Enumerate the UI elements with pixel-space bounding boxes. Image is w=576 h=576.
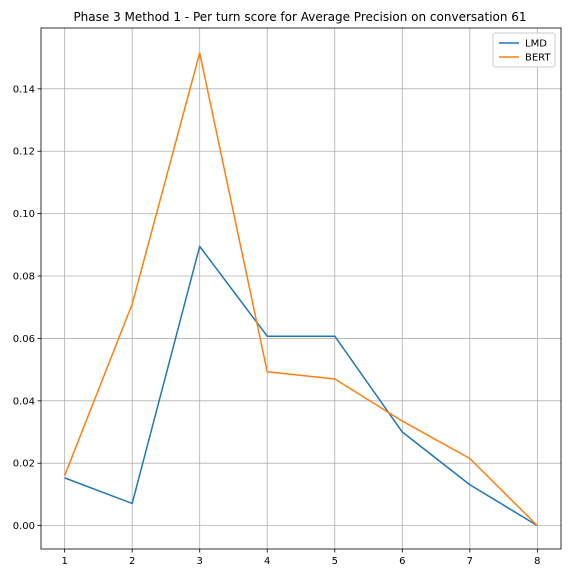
axis-ticks: 1 2 3 4 5 6 7 8 0.00 0.02 0.04 0.06 0.08 0.10 0.12 0.14 bbox=[13, 84, 541, 567]
grid bbox=[41, 28, 561, 549]
series-line-bert bbox=[63, 52, 538, 527]
axes-frame bbox=[40, 27, 562, 550]
y-tick-label: 0.06 bbox=[13, 334, 35, 345]
legend-box bbox=[492, 32, 556, 68]
x-tick-label: 5 bbox=[332, 556, 338, 567]
legend-label-lmd: LMD bbox=[525, 39, 547, 50]
series-line-lmd bbox=[64, 245, 538, 527]
x-tick-label: 6 bbox=[399, 556, 405, 567]
legend-label-bert: BERT bbox=[525, 53, 551, 64]
y-tick-label: 0.12 bbox=[13, 147, 35, 158]
y-tick-label: 0.14 bbox=[13, 84, 35, 95]
chart-title: Phase 3 Method 1 - Per turn score for Av… bbox=[73, 10, 526, 24]
legend: LMD BERT bbox=[492, 32, 556, 68]
x-tick-label: 8 bbox=[534, 556, 540, 567]
series-lines bbox=[63, 52, 538, 527]
x-tick-label: 4 bbox=[264, 556, 270, 567]
x-tick-label: 7 bbox=[467, 556, 473, 567]
y-tick-label: 0.02 bbox=[13, 459, 35, 470]
x-tick-label: 1 bbox=[61, 556, 67, 567]
x-tick-label: 2 bbox=[129, 556, 135, 567]
x-tick-label: 3 bbox=[197, 556, 203, 567]
y-tick-label: 0.10 bbox=[13, 209, 35, 220]
y-tick-label: 0.04 bbox=[13, 396, 35, 407]
y-tick-label: 0.00 bbox=[13, 521, 35, 532]
y-tick-label: 0.08 bbox=[13, 272, 35, 283]
